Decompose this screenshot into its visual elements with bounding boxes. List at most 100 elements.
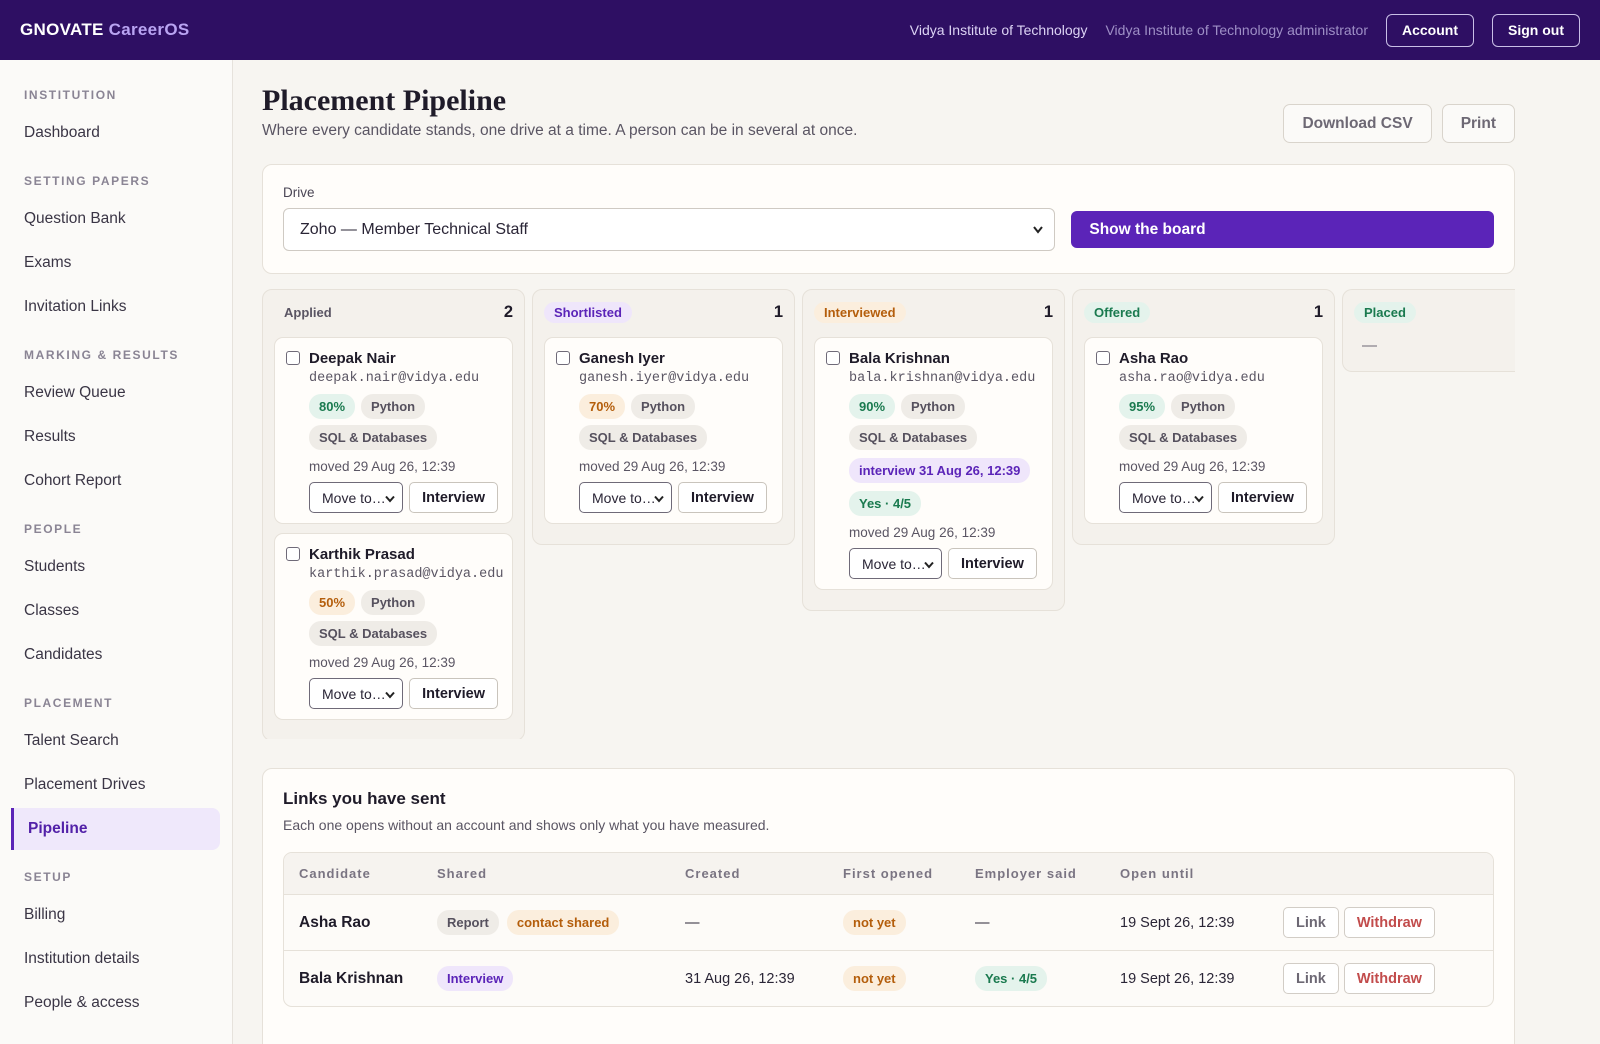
score-badge: 95% [1119, 394, 1166, 419]
stage-label: Shortlisted [544, 301, 632, 323]
select-checkbox[interactable] [556, 351, 570, 365]
interview-button[interactable]: Interview [409, 482, 498, 513]
withdraw-button[interactable]: Withdraw [1343, 907, 1435, 938]
sidebar-item-students[interactable]: Students [24, 558, 86, 575]
stage-label: Applied [284, 304, 332, 320]
board-column-applied: Applied 2 Deepak Nair deepak.nair@vidya.edu… [262, 289, 525, 739]
move-to-select[interactable]: Move to… [309, 678, 404, 709]
candidate-card[interactable]: Karthik Prasad karthik.prasad@vidya.edu 50… [274, 533, 513, 720]
sidebar-item-placement-drives[interactable]: Placement Drives [24, 776, 146, 793]
move-to-label: Move to… [592, 489, 656, 506]
column-header-employer-said: Employer said [975, 866, 1077, 881]
interview-button[interactable]: Interview [1218, 482, 1307, 513]
brand-secondary: CareerOS [108, 20, 190, 39]
candidate-tags: 50% Python SQL & Databases [309, 590, 498, 646]
sidebar-item-exams[interactable]: Exams [24, 254, 72, 271]
column-header-created: Created [685, 866, 741, 881]
interview-button[interactable]: Interview [678, 482, 767, 513]
skill-tag: Python [361, 394, 426, 419]
drive-selected-value: Zoho — Member Technical Staff [300, 220, 528, 238]
sidebar-item-people-and-access[interactable]: People & access [24, 994, 140, 1011]
chevron-down-icon [1033, 226, 1044, 234]
candidate-card[interactable]: Deepak Nair deepak.nair@vidya.edu 80% Pytho… [274, 337, 513, 524]
move-to-label: Move to… [322, 685, 386, 702]
candidate-card[interactable]: Ganesh Iyer ganesh.iyer@vidya.edu 70% Pytho… [544, 337, 783, 524]
sidebar-item-billing[interactable]: Billing [24, 906, 66, 923]
select-checkbox[interactable] [1096, 351, 1110, 365]
move-to-label: Move to… [1132, 489, 1196, 506]
copy-link-button[interactable]: Link [1283, 963, 1339, 994]
skill-tag: SQL & Databases [849, 425, 978, 450]
sidebar-section-title: SETTING PAPERS [24, 174, 151, 188]
account-button[interactable]: Account [1386, 13, 1474, 47]
select-checkbox[interactable] [286, 351, 300, 365]
candidate-tags: 90% Python SQL & Databases interview 31 Aug… [849, 394, 1038, 516]
user-role: Vidya Institute of Technology administra… [1105, 22, 1368, 38]
brand-primary: GNOVATE [20, 20, 104, 39]
chevron-down-icon [1194, 495, 1204, 503]
sidebar-item-pipeline[interactable]: Pipeline [11, 808, 220, 850]
stage-count: 1 [1313, 302, 1323, 321]
created-date: 31 Aug 26, 12:39 [685, 970, 795, 987]
skill-tag: Python [1171, 394, 1236, 419]
sign-out-button[interactable]: Sign out [1492, 13, 1580, 47]
candidate-name: Bala Krishnan [849, 350, 950, 367]
move-to-select[interactable]: Move to… [1119, 482, 1212, 513]
employer-verdict: — [975, 915, 990, 931]
candidate-card[interactable]: Asha Rao asha.rao@vidya.edu 95% Python SQL &… [1084, 337, 1323, 524]
candidate-email: karthik.prasad@vidya.edu [309, 567, 504, 582]
copy-link-button[interactable]: Link [1283, 907, 1339, 938]
move-to-select[interactable]: Move to… [309, 482, 404, 513]
page-subtitle: Where every candidate stands, one drive … [262, 122, 858, 139]
moved-timestamp: moved 29 Aug 26, 12:39 [309, 459, 456, 474]
move-to-select[interactable]: Move to… [579, 482, 672, 513]
sidebar-item-results[interactable]: Results [24, 428, 76, 445]
sidebar-item-talent-search[interactable]: Talent Search [24, 732, 119, 749]
column-header: Interviewed 1 [814, 301, 1053, 323]
drive-select[interactable]: Zoho — Member Technical Staff [283, 208, 1056, 251]
interview-badge: interview 31 Aug 26, 12:39 [849, 458, 1031, 483]
withdraw-button[interactable]: Withdraw [1343, 963, 1435, 994]
candidate-card[interactable]: Bala Krishnan bala.krishnan@vidya.edu 90% P… [814, 337, 1053, 590]
links-subtitle: Each one opens without an account and sh… [283, 817, 770, 833]
score-badge: 80% [309, 394, 356, 419]
table-header-row: Candidate Shared Created First opened Employ… [284, 853, 1493, 894]
candidate-email: bala.krishnan@vidya.edu [849, 371, 1036, 386]
candidate-tags: 95% Python SQL & Databases [1119, 394, 1308, 450]
brand-logo[interactable]: GNOVATE CareerOS [20, 20, 190, 40]
skill-tag: Python [631, 394, 696, 419]
shared-tag: contact shared [506, 910, 620, 935]
move-to-select[interactable]: Move to… [849, 548, 942, 579]
first-opened-badge: not yet [843, 910, 906, 935]
interview-button[interactable]: Interview [409, 678, 498, 709]
skill-tag: Python [901, 394, 966, 419]
download-csv-button[interactable]: Download CSV [1283, 104, 1432, 143]
table-row: Asha Rao Report contact shared — not yet — 19 … [284, 894, 1493, 950]
column-header-shared: Shared [437, 866, 488, 881]
stage-count: 1 [773, 302, 783, 321]
sidebar-item-review-queue[interactable]: Review Queue [24, 384, 126, 401]
sidebar-item-classes[interactable]: Classes [24, 602, 80, 619]
sidebar-item-institution-details[interactable]: Institution details [24, 950, 140, 967]
interview-button[interactable]: Interview [948, 548, 1037, 579]
candidate-email: ganesh.iyer@vidya.edu [579, 371, 750, 386]
sidebar-item-invitation-links[interactable]: Invitation Links [24, 298, 127, 315]
sidebar-section-title: INSTITUTION [24, 88, 117, 102]
show-board-button[interactable]: Show the board [1071, 211, 1494, 248]
sidebar-item-question-bank[interactable]: Question Bank [24, 210, 126, 227]
chevron-down-icon [385, 691, 395, 699]
sidebar-item-dashboard[interactable]: Dashboard [24, 124, 100, 141]
stage-label: Interviewed [814, 301, 906, 323]
sidebar-item-cohort-report[interactable]: Cohort Report [24, 472, 122, 489]
column-header: Placed [1354, 301, 1515, 323]
sidebar-item-candidates[interactable]: Candidates [24, 646, 103, 663]
skill-tag: Python [361, 590, 426, 615]
candidate-name: Asha Rao [299, 913, 371, 931]
candidate-tags: 70% Python SQL & Databases [579, 394, 768, 450]
select-checkbox[interactable] [826, 351, 840, 365]
page-title: Placement Pipeline [262, 84, 507, 117]
select-checkbox[interactable] [286, 547, 300, 561]
print-button[interactable]: Print [1441, 104, 1515, 143]
moved-timestamp: moved 29 Aug 26, 12:39 [1119, 459, 1266, 474]
score-badge: 70% [579, 394, 626, 419]
